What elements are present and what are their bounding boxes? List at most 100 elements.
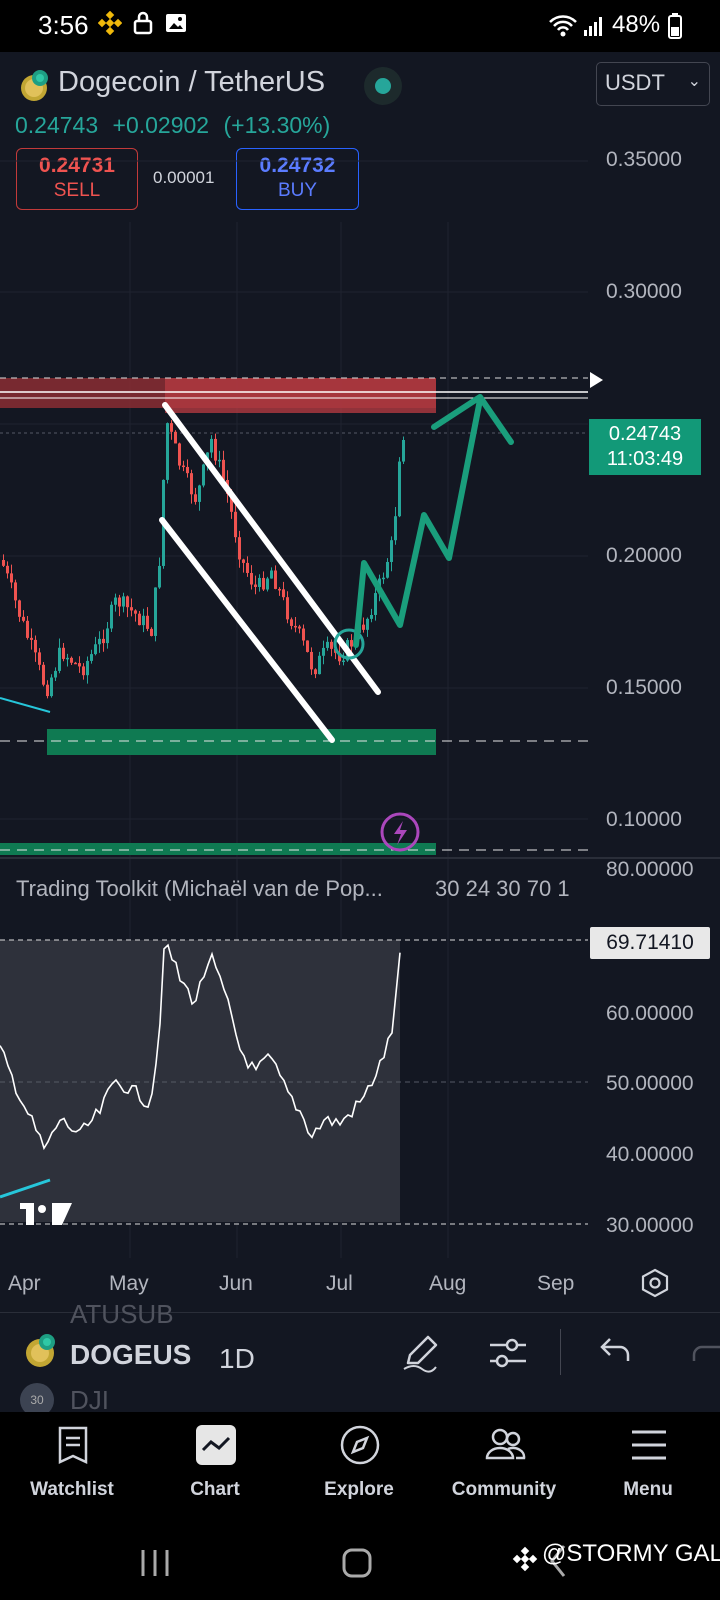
candle-body <box>222 459 225 480</box>
candle-body <box>210 438 213 453</box>
candle-body <box>174 431 177 444</box>
buy-label: BUY <box>277 180 318 201</box>
chart-settings-icon[interactable] <box>640 1268 670 1298</box>
candle-body <box>274 570 277 589</box>
current-symbol[interactable]: DOGEUS <box>70 1339 192 1370</box>
sell-button[interactable]: 0.24731 SELL <box>16 148 138 210</box>
candle-body <box>186 466 189 474</box>
candle-body <box>54 670 57 678</box>
buy-button[interactable]: 0.24732 BUY <box>236 148 359 210</box>
status-icons <box>98 11 188 35</box>
candle-body <box>270 570 273 579</box>
candle-body <box>114 597 117 605</box>
nav-menu[interactable]: Menu <box>578 1412 718 1526</box>
channel-upper-line <box>162 402 381 695</box>
candle-body <box>266 578 269 590</box>
candle-body <box>46 684 49 697</box>
binance-watermark-icon <box>512 1546 538 1572</box>
candle-body <box>306 640 309 652</box>
lightning-circle <box>380 812 420 852</box>
nav-label: Community <box>451 1479 557 1500</box>
candle-body <box>370 614 373 619</box>
signal-icon <box>584 17 602 36</box>
candle-body <box>122 596 125 607</box>
lightning-icon <box>394 821 407 845</box>
indicator-axis-label: 50.00000 <box>606 1072 694 1095</box>
candle-body <box>154 587 157 636</box>
candle-body <box>102 638 105 644</box>
nav-chart[interactable]: Chart <box>145 1412 285 1526</box>
last-price-tag-value: 0.24743 <box>608 423 682 445</box>
indicator-axis-label: 60.00000 <box>606 1002 694 1025</box>
indicator-name[interactable]: Trading Toolkit (Michaël van de Pop... <box>16 876 383 901</box>
support-zone-lower <box>0 843 436 855</box>
watchlist-icon <box>58 1426 88 1464</box>
candle-body <box>66 657 69 660</box>
candle-body <box>70 657 73 663</box>
candle-body <box>318 655 321 675</box>
nav-watchlist[interactable]: Watchlist <box>2 1412 142 1526</box>
candle-body <box>42 664 45 685</box>
home-icon[interactable] <box>342 1548 372 1578</box>
candle-body <box>362 624 365 630</box>
indicator-axis-label: 30.00000 <box>606 1214 694 1237</box>
tradingview-logo <box>20 1203 72 1225</box>
candle-body <box>58 647 61 671</box>
market-status-indicator[interactable] <box>364 67 402 105</box>
candle-body <box>26 620 29 638</box>
candle-body <box>86 660 89 676</box>
candle-body <box>166 423 169 480</box>
interval-button[interactable]: 1D <box>219 1343 255 1374</box>
candle-body <box>78 663 81 667</box>
candle-body <box>130 607 133 611</box>
doge-coin-icon[interactable] <box>16 68 52 104</box>
candle-body <box>62 647 65 659</box>
candle-body <box>326 641 329 648</box>
candle-body <box>18 600 21 617</box>
candle-body <box>386 561 389 578</box>
lock-icon <box>133 11 153 35</box>
currency-value: USDT <box>605 70 665 95</box>
trend-line-fragment <box>0 697 51 713</box>
sliders-icon[interactable] <box>488 1335 528 1371</box>
time-axis-label: Jul <box>326 1272 353 1295</box>
candle-body <box>194 494 197 502</box>
back-icon[interactable] <box>548 1544 568 1578</box>
candle-body <box>82 666 85 676</box>
symbol-title[interactable]: Dogecoin / TetherUS <box>58 66 326 98</box>
wifi-icon <box>549 15 577 37</box>
candle-body <box>242 559 245 563</box>
candle-body <box>118 597 121 607</box>
indicator-axis-label: 80.00000 <box>606 858 694 881</box>
support-zone <box>47 729 436 755</box>
candle-body <box>106 628 109 644</box>
system-navigation <box>0 1526 720 1600</box>
price-chart[interactable] <box>0 0 720 1300</box>
price-axis-label: 0.15000 <box>606 676 682 699</box>
candle-body <box>250 572 253 585</box>
candle-body <box>258 577 261 587</box>
undo-icon[interactable] <box>598 1337 632 1367</box>
indicator-value-tag: 69.71410 <box>590 927 710 959</box>
candle-body <box>290 619 293 626</box>
pencil-icon[interactable] <box>400 1333 440 1373</box>
candle-body <box>34 639 37 653</box>
candle-body <box>374 593 377 615</box>
recent-apps-icon[interactable] <box>138 1548 172 1578</box>
currency-select[interactable]: USDT ⌄ <box>596 62 710 106</box>
symbol-below[interactable]: DJI <box>70 1385 109 1415</box>
last-price: 0.24743 <box>15 112 99 138</box>
nav-community[interactable]: Community <box>434 1412 574 1526</box>
candle-body <box>330 641 333 649</box>
candle-body <box>146 615 149 629</box>
symbol-above[interactable]: ATUSUB <box>70 1299 174 1329</box>
redo-icon[interactable] <box>690 1337 720 1367</box>
candle-body <box>282 589 285 598</box>
watermark-text: @STORMY GAL <box>542 1540 720 1567</box>
resistance-zone-inner <box>165 378 436 413</box>
nav-explore[interactable]: Explore <box>289 1412 429 1526</box>
indicator-shaded-area <box>0 940 400 1222</box>
candle-body <box>254 584 257 587</box>
candle-body <box>110 604 113 629</box>
chart-header: Dogecoin / TetherUS USDT ⌄ 0.24743 +0.02… <box>0 52 720 222</box>
